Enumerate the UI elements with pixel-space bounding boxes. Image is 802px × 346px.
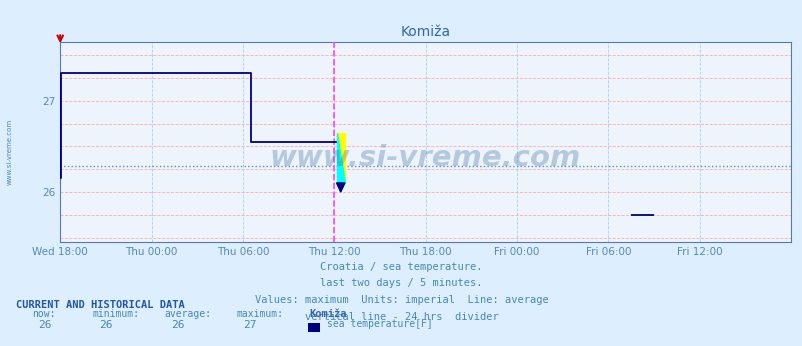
Text: 26: 26: [99, 320, 112, 330]
Text: 26: 26: [38, 320, 52, 330]
Text: 27: 27: [243, 320, 257, 330]
Polygon shape: [336, 133, 345, 183]
Text: sea temperature[F]: sea temperature[F]: [326, 319, 432, 329]
Text: Values: maximum  Units: imperial  Line: average: Values: maximum Units: imperial Line: av…: [254, 295, 548, 305]
Text: average:: average:: [164, 309, 212, 319]
Polygon shape: [336, 183, 345, 192]
Text: last two days / 5 minutes.: last two days / 5 minutes.: [320, 279, 482, 289]
Text: vertical line - 24 hrs  divider: vertical line - 24 hrs divider: [304, 312, 498, 322]
Title: Komiža: Komiža: [400, 25, 450, 39]
Text: CURRENT AND HISTORICAL DATA: CURRENT AND HISTORICAL DATA: [16, 300, 184, 310]
Text: www.si-vreme.com: www.si-vreme.com: [6, 119, 12, 185]
Text: Komiža: Komiža: [309, 309, 346, 319]
Text: www.si-vreme.com: www.si-vreme.com: [269, 144, 581, 172]
Text: 26: 26: [171, 320, 184, 330]
Text: Croatia / sea temperature.: Croatia / sea temperature.: [320, 262, 482, 272]
Text: minimum:: minimum:: [92, 309, 140, 319]
Polygon shape: [336, 133, 345, 183]
Text: maximum:: maximum:: [237, 309, 284, 319]
Text: now:: now:: [32, 309, 55, 319]
